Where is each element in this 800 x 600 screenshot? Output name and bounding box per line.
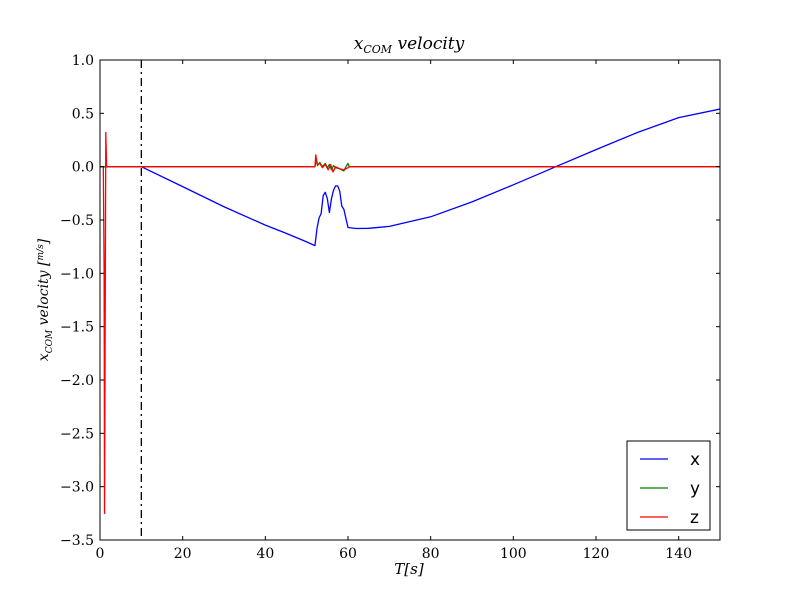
x-tick-label: 20: [174, 546, 192, 562]
x-axis-label-unit: [s]: [404, 560, 424, 578]
series-line-y: [100, 158, 720, 172]
x-axis-label: T[s]: [394, 560, 424, 578]
y-axis-label-sub: COM: [45, 329, 55, 353]
x-tick-label: 120: [583, 546, 610, 562]
y-tick-label: −2.0: [60, 373, 94, 389]
chart-title-main: x: [354, 34, 364, 54]
legend-box: [626, 440, 711, 531]
x-tick-label: 140: [665, 546, 692, 562]
chart-title: xCOM velocity: [354, 34, 465, 56]
y-tick-label: −1.0: [60, 266, 94, 282]
plot-frame: [99, 59, 721, 541]
ticks-layer: [99, 59, 720, 541]
series-line-x: [100, 108, 720, 247]
y-tick-label: 0.5: [72, 106, 94, 122]
y-tick-label: −0.5: [60, 213, 94, 229]
x-tick-label: 80: [422, 546, 440, 562]
legend: xyz: [626, 440, 711, 531]
y-axis-unit-slash: /: [36, 248, 46, 253]
legend-label-x: x: [690, 450, 700, 470]
chart-title-rest: velocity: [392, 34, 465, 54]
x-tick-label: 100: [500, 546, 527, 562]
legend-label-z: z: [690, 508, 699, 528]
x-axis-label-main: T: [394, 560, 405, 578]
y-tick-label: −2.5: [60, 426, 94, 442]
x-tick-label: 60: [339, 546, 357, 562]
y-axis-label-close: ]: [36, 238, 52, 245]
y-tick-label: 1.0: [72, 53, 94, 69]
chart-title-sub: COM: [363, 43, 392, 56]
x-tick-label: 0: [96, 546, 105, 562]
y-axis-unit-num: m: [36, 252, 46, 261]
y-axis-label-rest: velocity [: [36, 260, 52, 330]
x-tick-label: 40: [256, 546, 274, 562]
y-axis-label-main: x: [36, 353, 52, 361]
svg-text:xCOM velocity [m/s]: xCOM velocity [m/s]: [36, 238, 55, 361]
y-axis-label: xCOM velocity [m/s]: [36, 238, 55, 361]
y-tick-label: −1.5: [60, 320, 94, 336]
legend-items: xyz: [640, 450, 700, 528]
tick-labels-layer: 0 20 40 60 80 100 120 140 1.0 0.5 0.0 −0.5 −1.0 −1.5 −…: [60, 53, 692, 562]
series-line-z: [100, 131, 720, 514]
legend-label-y: y: [690, 479, 700, 499]
y-tick-label: −3.0: [60, 480, 94, 496]
series-layer: [100, 108, 720, 514]
y-tick-label: 0.0: [72, 160, 94, 176]
y-axis-unit-den: s: [36, 244, 46, 249]
y-tick-label: −3.5: [60, 533, 94, 549]
